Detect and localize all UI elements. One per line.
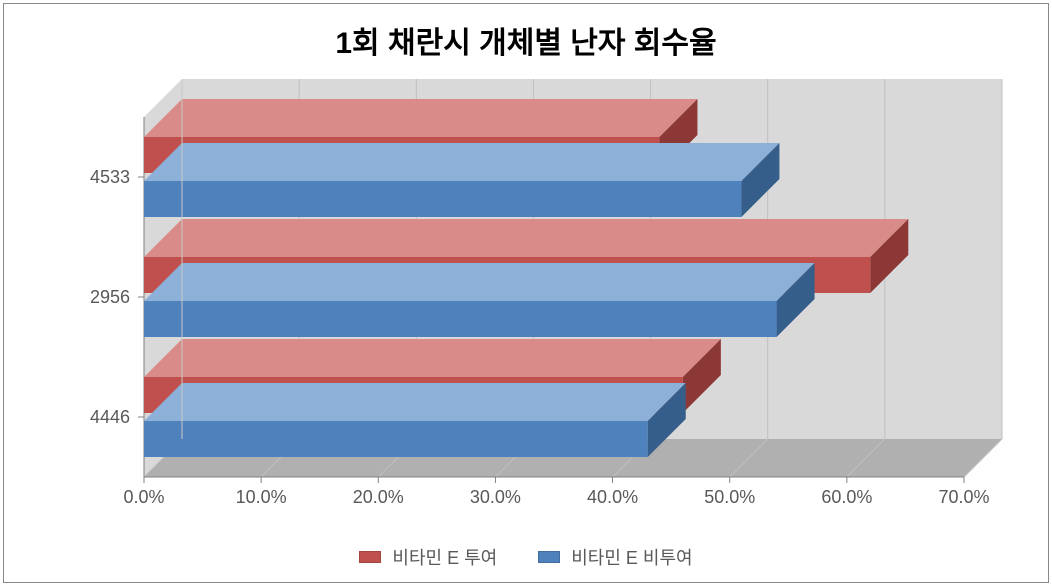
x-tick-label: 10.0% bbox=[236, 487, 287, 507]
y-category-label: 4446 bbox=[90, 407, 130, 427]
plot-svg: 0.0% 10.0% 20.0% 30.0% 40.0% 50.0% 60.0% 70.0% 4… bbox=[64, 79, 1024, 517]
x-tick-label: 30.0% bbox=[470, 487, 521, 507]
y-category-label: 2956 bbox=[90, 287, 130, 307]
bar bbox=[144, 263, 815, 337]
bar bbox=[144, 383, 686, 457]
x-tick-label: 70.0% bbox=[938, 487, 989, 507]
plot-area: 0.0%10.0%20.0%30.0%40.0%50.0%60.0%70.0%4… bbox=[64, 79, 1004, 479]
chart-container: 1회 채란시 개체별 난자 회수율 0.0% 10.0% 20.0% 30.0% 40.… bbox=[3, 3, 1049, 583]
legend-label-series-2: 비타민 E 비투여 bbox=[571, 548, 692, 568]
legend-label-series-1: 비타민 E 투여 bbox=[392, 548, 497, 568]
x-tick-label: 20.0% bbox=[353, 487, 404, 507]
x-tick-label: 50.0% bbox=[704, 487, 755, 507]
legend-swatch-series-2 bbox=[538, 551, 560, 563]
bar bbox=[144, 143, 779, 217]
x-tick-label: 60.0% bbox=[821, 487, 872, 507]
legend-item-series-2: 비타민 E 비투여 bbox=[538, 544, 692, 570]
legend-item-series-1: 비타민 E 투여 bbox=[359, 544, 497, 570]
legend: 비타민 E 투여 비타민 E 비투여 bbox=[4, 544, 1048, 570]
legend-swatch-series-1 bbox=[359, 551, 381, 563]
x-tick-label: 40.0% bbox=[587, 487, 638, 507]
chart-title: 1회 채란시 개체별 난자 회수율 bbox=[4, 4, 1048, 70]
y-category-label: 4533 bbox=[90, 167, 130, 187]
x-tick-label: 0.0% bbox=[123, 487, 164, 507]
